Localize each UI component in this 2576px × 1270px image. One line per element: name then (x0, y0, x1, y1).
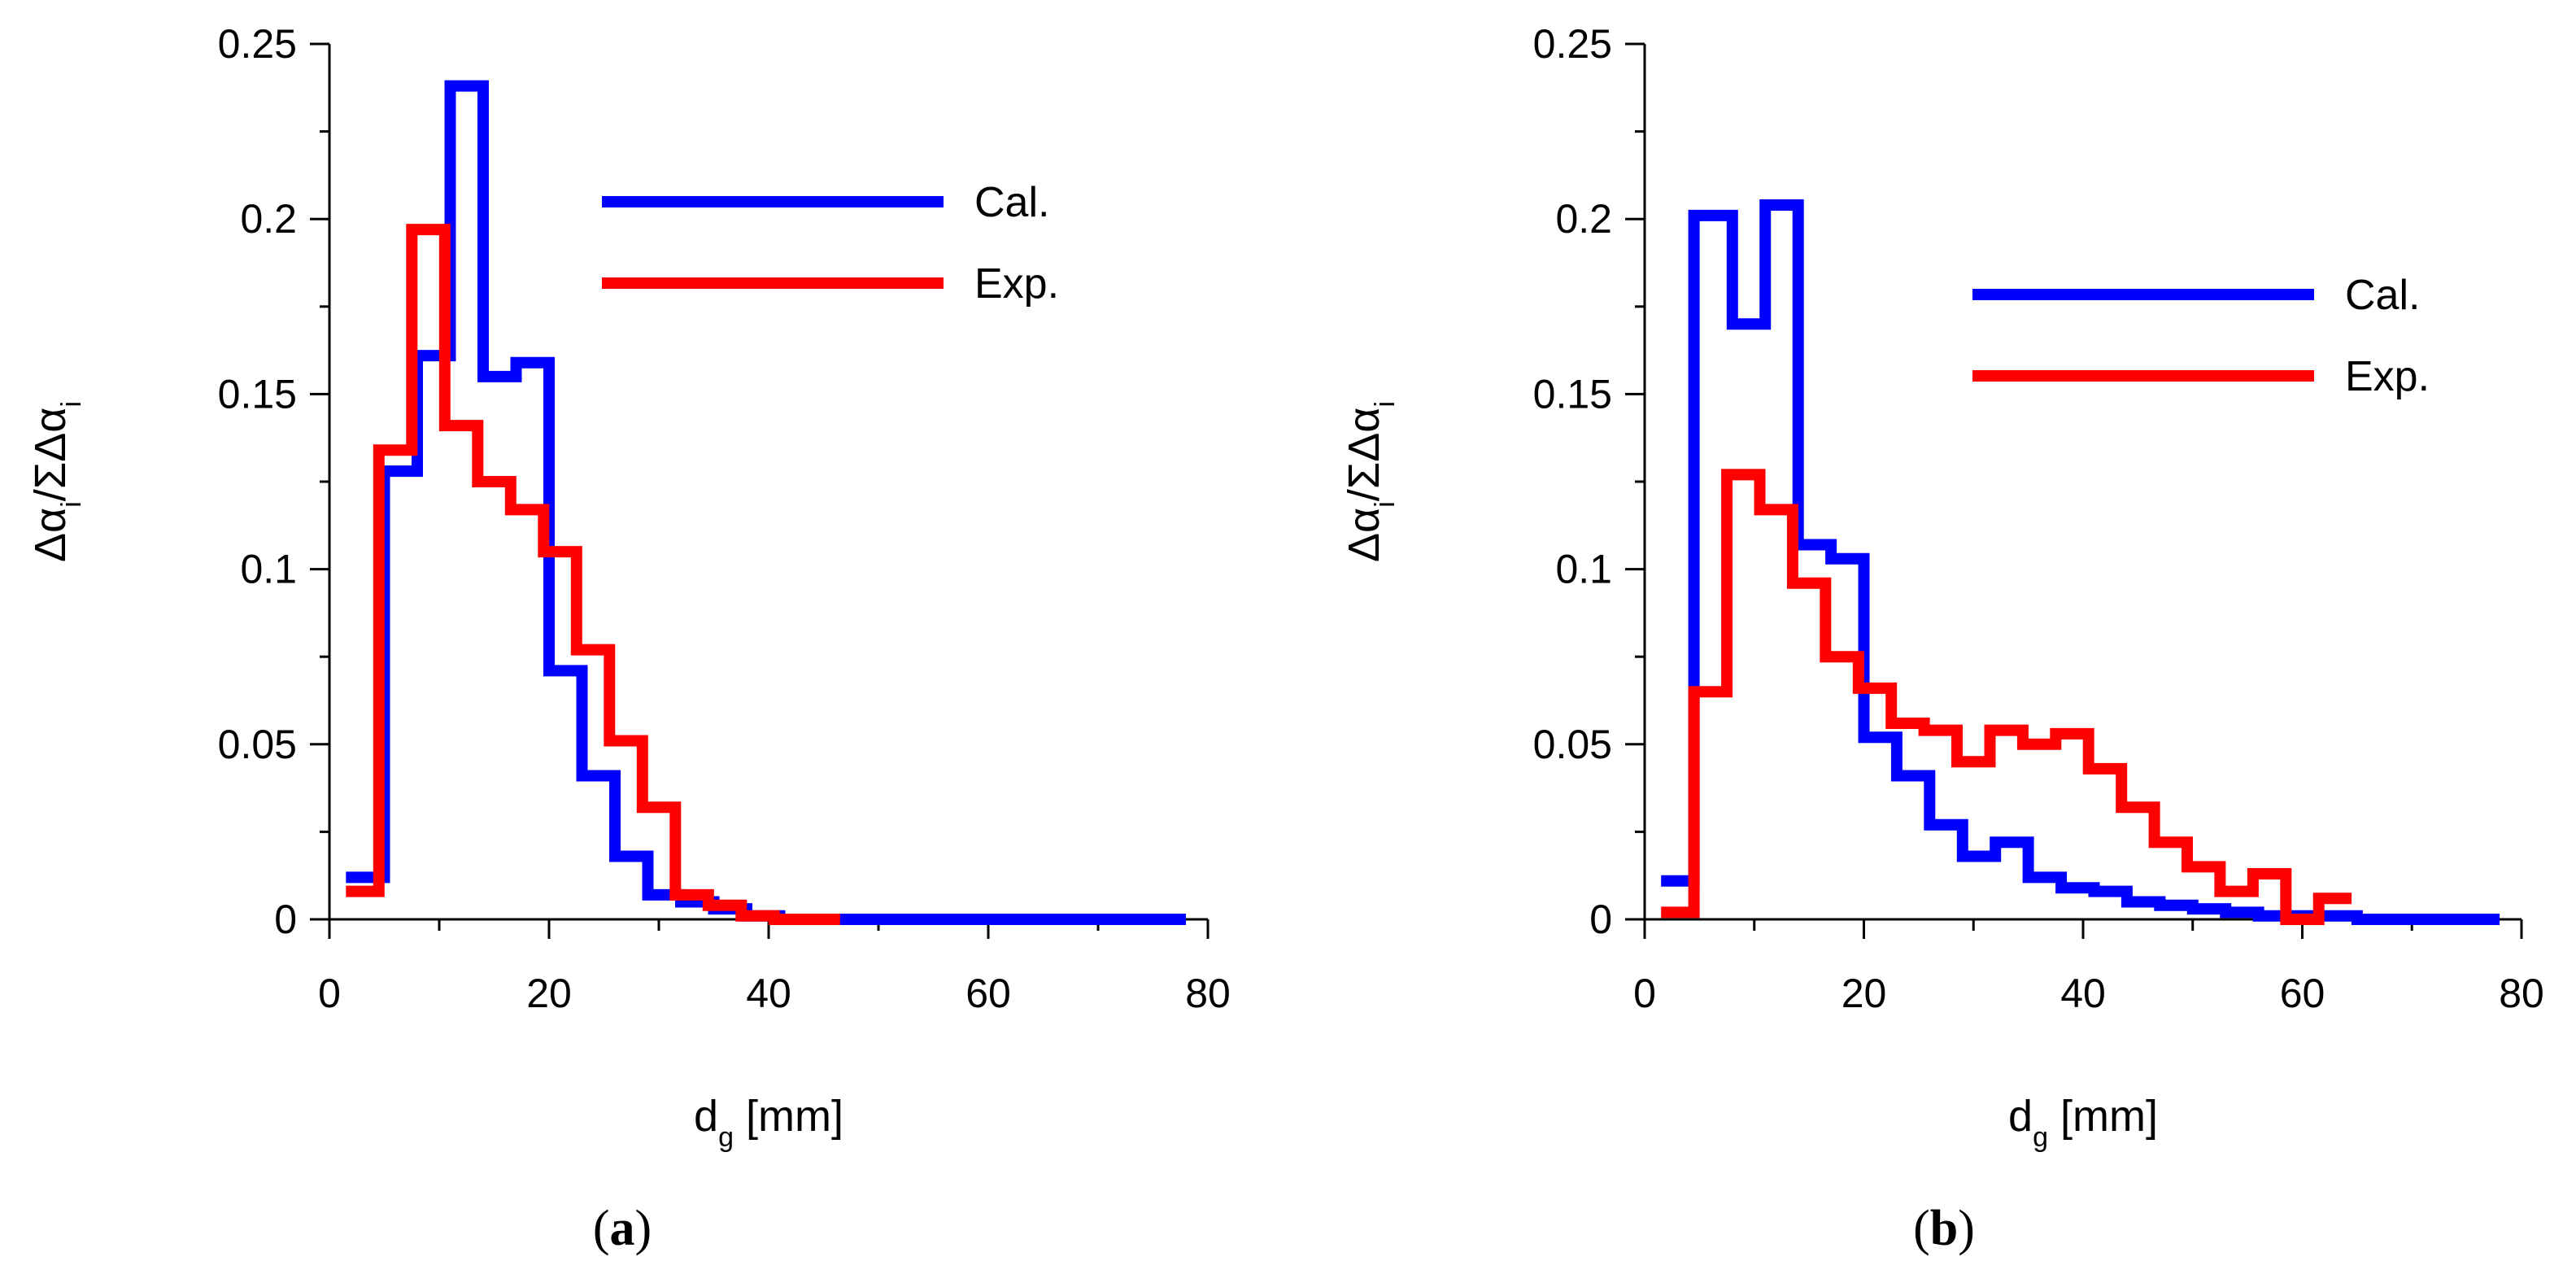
y-tick-label: 0.05 (218, 722, 297, 767)
panel-label: (b) (1913, 1201, 1975, 1256)
series-line-cal (346, 80, 1186, 925)
x-tick-label: 60 (2280, 971, 2325, 1016)
y-tick-label: 0.1 (1555, 547, 1612, 592)
x-tick-label: 60 (965, 971, 1011, 1016)
series-line-exp (346, 224, 840, 925)
x-tick-label: 40 (2060, 971, 2106, 1016)
panel-label: (a) (593, 1201, 652, 1256)
x-tick-label: 80 (2499, 971, 2544, 1016)
x-tick-label: 40 (746, 971, 791, 1016)
chart-panel-a: 0 0.05 0.1 0.15 0.2 0.25 0 20 40 60 80 Cal. Exp. dg [… (26, 21, 1231, 1256)
y-tick-label: 0 (274, 897, 297, 942)
y-tick-label: 0.25 (1533, 21, 1612, 67)
legend-label: Cal. (2345, 272, 2420, 319)
x-tick-label: 0 (318, 971, 341, 1016)
legend-label: Exp. (974, 260, 1059, 308)
x-tick-label: 0 (1633, 971, 1656, 1016)
y-tick-label: 0.1 (240, 547, 297, 592)
y-tick-label: 0.2 (1555, 196, 1612, 242)
y-tick-label: 0 (1589, 897, 1612, 942)
y-tick-label: 0.15 (1533, 371, 1612, 417)
y-axis-title: Δαi/ΣΔαi (26, 401, 87, 562)
y-tick-label: 0.05 (1533, 722, 1612, 767)
x-tick-label: 20 (526, 971, 572, 1016)
y-axis-title: Δαi/ΣΔαi (1340, 401, 1401, 562)
y-tick-label: 0.15 (218, 371, 297, 417)
y-tick-label: 0.2 (240, 196, 297, 242)
chart-panel-b: 0 0.05 0.1 0.15 0.2 0.25 0 20 40 60 80 Cal. Exp. dg [… (1340, 21, 2544, 1256)
series-line-exp (1661, 469, 2352, 925)
x-axis-title: dg [mm] (694, 1092, 843, 1153)
x-tick-label: 20 (1842, 971, 1887, 1016)
y-tick-label: 0.25 (218, 21, 297, 67)
legend-label: Exp. (2345, 353, 2430, 400)
x-axis-title: dg [mm] (2008, 1092, 2158, 1153)
x-tick-label: 80 (1185, 971, 1231, 1016)
legend-label: Cal. (974, 179, 1049, 226)
